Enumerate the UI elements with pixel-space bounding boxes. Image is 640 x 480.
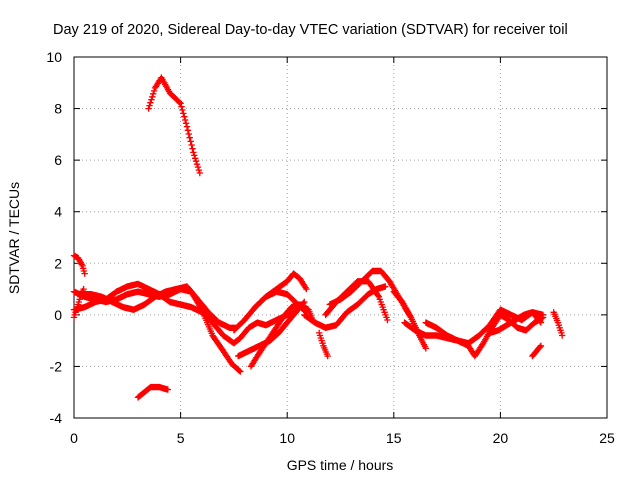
series-track-h (316, 329, 331, 360)
series-track-p (529, 342, 545, 360)
series-track-s (70, 252, 88, 277)
data-point-markers (145, 74, 203, 177)
y-tick-label: 0 (54, 307, 62, 323)
data-point-markers (322, 278, 391, 324)
y-tick-label: 8 (54, 101, 62, 117)
y-tick-label: 10 (46, 49, 62, 65)
axis-ticks (73, 56, 608, 419)
data-point-markers (70, 252, 88, 277)
chart-title: Day 219 of 2020, Sidereal Day-to-day VTE… (53, 22, 568, 38)
series-track-t (145, 74, 203, 177)
series-track-o (486, 309, 545, 337)
plot-frame (73, 56, 608, 419)
data-point-markers (550, 309, 566, 339)
series-track-r (70, 285, 87, 321)
series-track-g (252, 288, 310, 316)
grid (74, 57, 607, 418)
data-point-markers (70, 285, 87, 321)
y-tick-label: 6 (54, 152, 62, 168)
y-tick-label: -4 (50, 410, 63, 426)
x-tick-label: 10 (279, 430, 295, 446)
series-track-u (134, 383, 171, 401)
x-tick-label: 25 (599, 430, 615, 446)
data-points (70, 74, 566, 401)
x-tick-label: 0 (70, 430, 78, 446)
y-tick-label: 2 (54, 255, 62, 271)
x-axis-label: GPS time / hours (287, 457, 394, 473)
data-point-markers (134, 383, 171, 401)
y-tick-label: -2 (50, 358, 63, 374)
data-point-markers (486, 309, 545, 337)
x-tick-label: 20 (493, 430, 509, 446)
x-tick-label: 15 (386, 430, 402, 446)
y-tick-label: 4 (54, 204, 62, 220)
data-point-markers (316, 329, 331, 360)
data-point-markers (529, 342, 545, 360)
x-tick-label: 5 (177, 430, 185, 446)
series-track-q (550, 309, 566, 339)
data-point-markers (252, 288, 310, 316)
data-point-markers (326, 267, 429, 352)
tick-labels: 0 5 10 15 20 25 -4 -2 0 2 4 6 8 10 (46, 49, 615, 446)
series-track-k (322, 278, 391, 324)
y-axis-label: SDTVAR / TECUs (6, 182, 22, 294)
series-track-j (326, 267, 429, 352)
